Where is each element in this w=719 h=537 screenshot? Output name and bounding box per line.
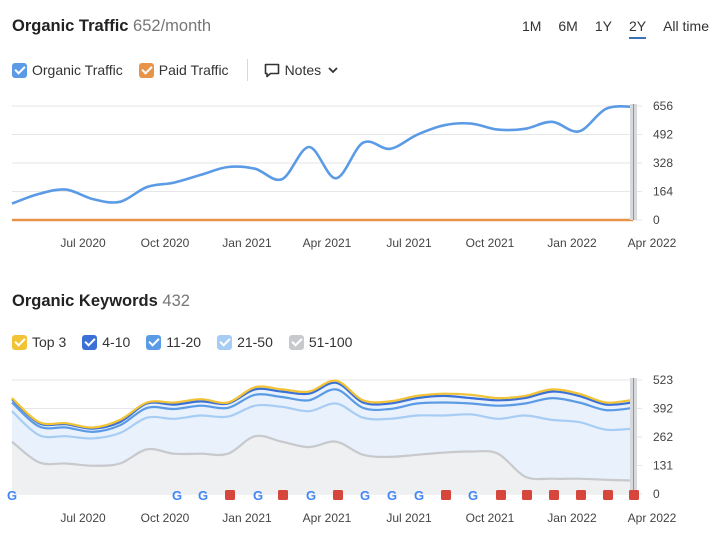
keywords-header: Organic Keywords 432 xyxy=(12,292,190,311)
y-tick-label: 131 xyxy=(653,459,673,473)
legend-divider xyxy=(246,59,248,81)
checkbox-checked-icon[interactable] xyxy=(138,62,154,78)
google-update-icon: G xyxy=(253,488,263,503)
legend-4-10[interactable]: 4-10 xyxy=(82,334,130,350)
x-tick-label: Jan 2022 xyxy=(547,511,597,525)
note-flag-icon xyxy=(441,490,451,500)
period-all-time[interactable]: All time xyxy=(663,18,709,34)
legend-51-100[interactable]: 51-100 xyxy=(288,334,353,350)
x-tick-label: Apr 2021 xyxy=(303,236,352,250)
keywords-value: 432 xyxy=(162,292,190,310)
period-1y[interactable]: 1Y xyxy=(594,18,612,34)
traffic-header: Organic Traffic 652/month xyxy=(12,17,211,36)
legend-51-100-label: 51-100 xyxy=(308,334,353,350)
y-tick-label: 492 xyxy=(653,128,673,142)
google-update-icon: G xyxy=(468,488,478,503)
keywords-legend: Top 3 4-10 11-20 21-50 51-100 xyxy=(12,334,368,350)
legend-4-10-label: 4-10 xyxy=(102,334,131,350)
legend-top3[interactable]: Top 3 xyxy=(12,334,66,350)
traffic-value: 652/month xyxy=(133,17,212,35)
y-tick-label: 0 xyxy=(653,213,660,227)
notes-label: Notes xyxy=(284,62,322,78)
chevron-down-icon xyxy=(328,67,338,74)
y-tick-label: 328 xyxy=(653,156,673,170)
google-update-icon: G xyxy=(387,488,397,503)
legend-21-50[interactable]: 21-50 xyxy=(217,334,273,350)
note-flag-icon xyxy=(576,490,586,500)
checkbox-checked-icon[interactable] xyxy=(12,62,27,78)
note-icon xyxy=(264,63,279,77)
x-tick-label: Apr 2022 xyxy=(628,236,677,250)
x-tick-label: Apr 2022 xyxy=(628,511,677,525)
y-tick-label: 523 xyxy=(653,373,673,387)
google-update-icon: G xyxy=(360,488,370,503)
y-tick-label: 392 xyxy=(653,402,673,416)
x-tick-label: Jul 2021 xyxy=(386,236,432,250)
x-tick-label: Oct 2021 xyxy=(466,511,515,525)
notes-dropdown[interactable]: Notes xyxy=(264,62,346,78)
x-tick-label: Jul 2020 xyxy=(60,511,106,525)
series-line xyxy=(11,402,634,440)
period-6m[interactable]: 6M xyxy=(558,18,578,34)
note-flag-icon xyxy=(629,490,639,500)
google-update-icon: G xyxy=(306,488,316,503)
series-line xyxy=(11,105,634,205)
keywords-title: Organic Keywords xyxy=(12,292,158,310)
x-tick-label: Jul 2020 xyxy=(60,236,106,250)
x-tick-label: Apr 2021 xyxy=(303,511,352,525)
google-update-icon: G xyxy=(414,488,424,503)
legend-11-20-label: 11-20 xyxy=(166,334,202,350)
series-top-3 xyxy=(11,379,634,429)
x-tick-label: Jan 2021 xyxy=(222,511,272,525)
series-organic-traffic xyxy=(11,105,634,205)
series-line xyxy=(11,434,634,482)
checkbox-checked-icon[interactable] xyxy=(12,334,27,350)
legend-21-50-label: 21-50 xyxy=(237,334,273,350)
series-line xyxy=(11,381,634,430)
note-flag-icon xyxy=(225,490,235,500)
period-1m[interactable]: 1M xyxy=(521,18,542,34)
traffic-legend: Organic Traffic Paid Traffic Notes xyxy=(12,59,345,81)
legend-paid-traffic[interactable]: Paid Traffic xyxy=(138,62,229,78)
checkbox-checked-icon[interactable] xyxy=(217,334,233,350)
google-update-icon: G xyxy=(198,488,208,503)
period-selector: 1M 6M 1Y 2Y All time xyxy=(522,18,709,39)
note-flag-icon xyxy=(549,490,559,500)
organic-keywords-chart: 523 392 262 131 0 Jul 2020 Oct 2020 Jan 2021 Apr… xyxy=(7,373,677,525)
legend-organic-traffic-label: Organic Traffic xyxy=(32,62,123,78)
legend-organic-traffic[interactable]: Organic Traffic xyxy=(12,62,123,78)
checkbox-checked-icon[interactable] xyxy=(288,334,304,350)
checkbox-checked-icon[interactable] xyxy=(146,334,162,350)
period-2y[interactable]: 2Y xyxy=(628,18,647,39)
google-update-icon: G xyxy=(7,488,17,503)
y-tick-label: 262 xyxy=(653,430,673,444)
note-flag-icon xyxy=(496,490,506,500)
x-tick-label: Oct 2021 xyxy=(466,236,515,250)
y-tick-label: 164 xyxy=(653,185,673,199)
x-tick-label: Oct 2020 xyxy=(141,236,190,250)
google-update-icon: G xyxy=(172,488,182,503)
series-line xyxy=(11,388,634,434)
series-21-50 xyxy=(11,402,634,440)
legend-top3-label: Top 3 xyxy=(32,334,67,350)
legend-11-20[interactable]: 11-20 xyxy=(146,334,201,350)
traffic-title: Organic Traffic xyxy=(12,17,129,35)
x-tick-label: Jul 2021 xyxy=(386,511,432,525)
y-tick-label: 0 xyxy=(653,487,660,501)
series-line xyxy=(11,379,634,429)
keywords-51-100-area xyxy=(12,435,633,494)
note-flag-icon xyxy=(278,490,288,500)
checkbox-checked-icon[interactable] xyxy=(82,334,98,350)
note-flag-icon xyxy=(333,490,343,500)
x-tick-label: Oct 2020 xyxy=(141,511,190,525)
note-flag-icon xyxy=(603,490,613,500)
y-tick-label: 656 xyxy=(653,99,673,113)
x-tick-label: Jan 2022 xyxy=(547,236,597,250)
legend-paid-traffic-label: Paid Traffic xyxy=(158,62,229,78)
x-tick-label: Jan 2021 xyxy=(222,236,272,250)
series-51-100 xyxy=(11,434,634,482)
organic-traffic-chart: 656 492 328 164 0 Jul 2020 Oct 2020 Jan 2021 Apr… xyxy=(11,99,677,250)
note-flag-icon xyxy=(522,490,532,500)
